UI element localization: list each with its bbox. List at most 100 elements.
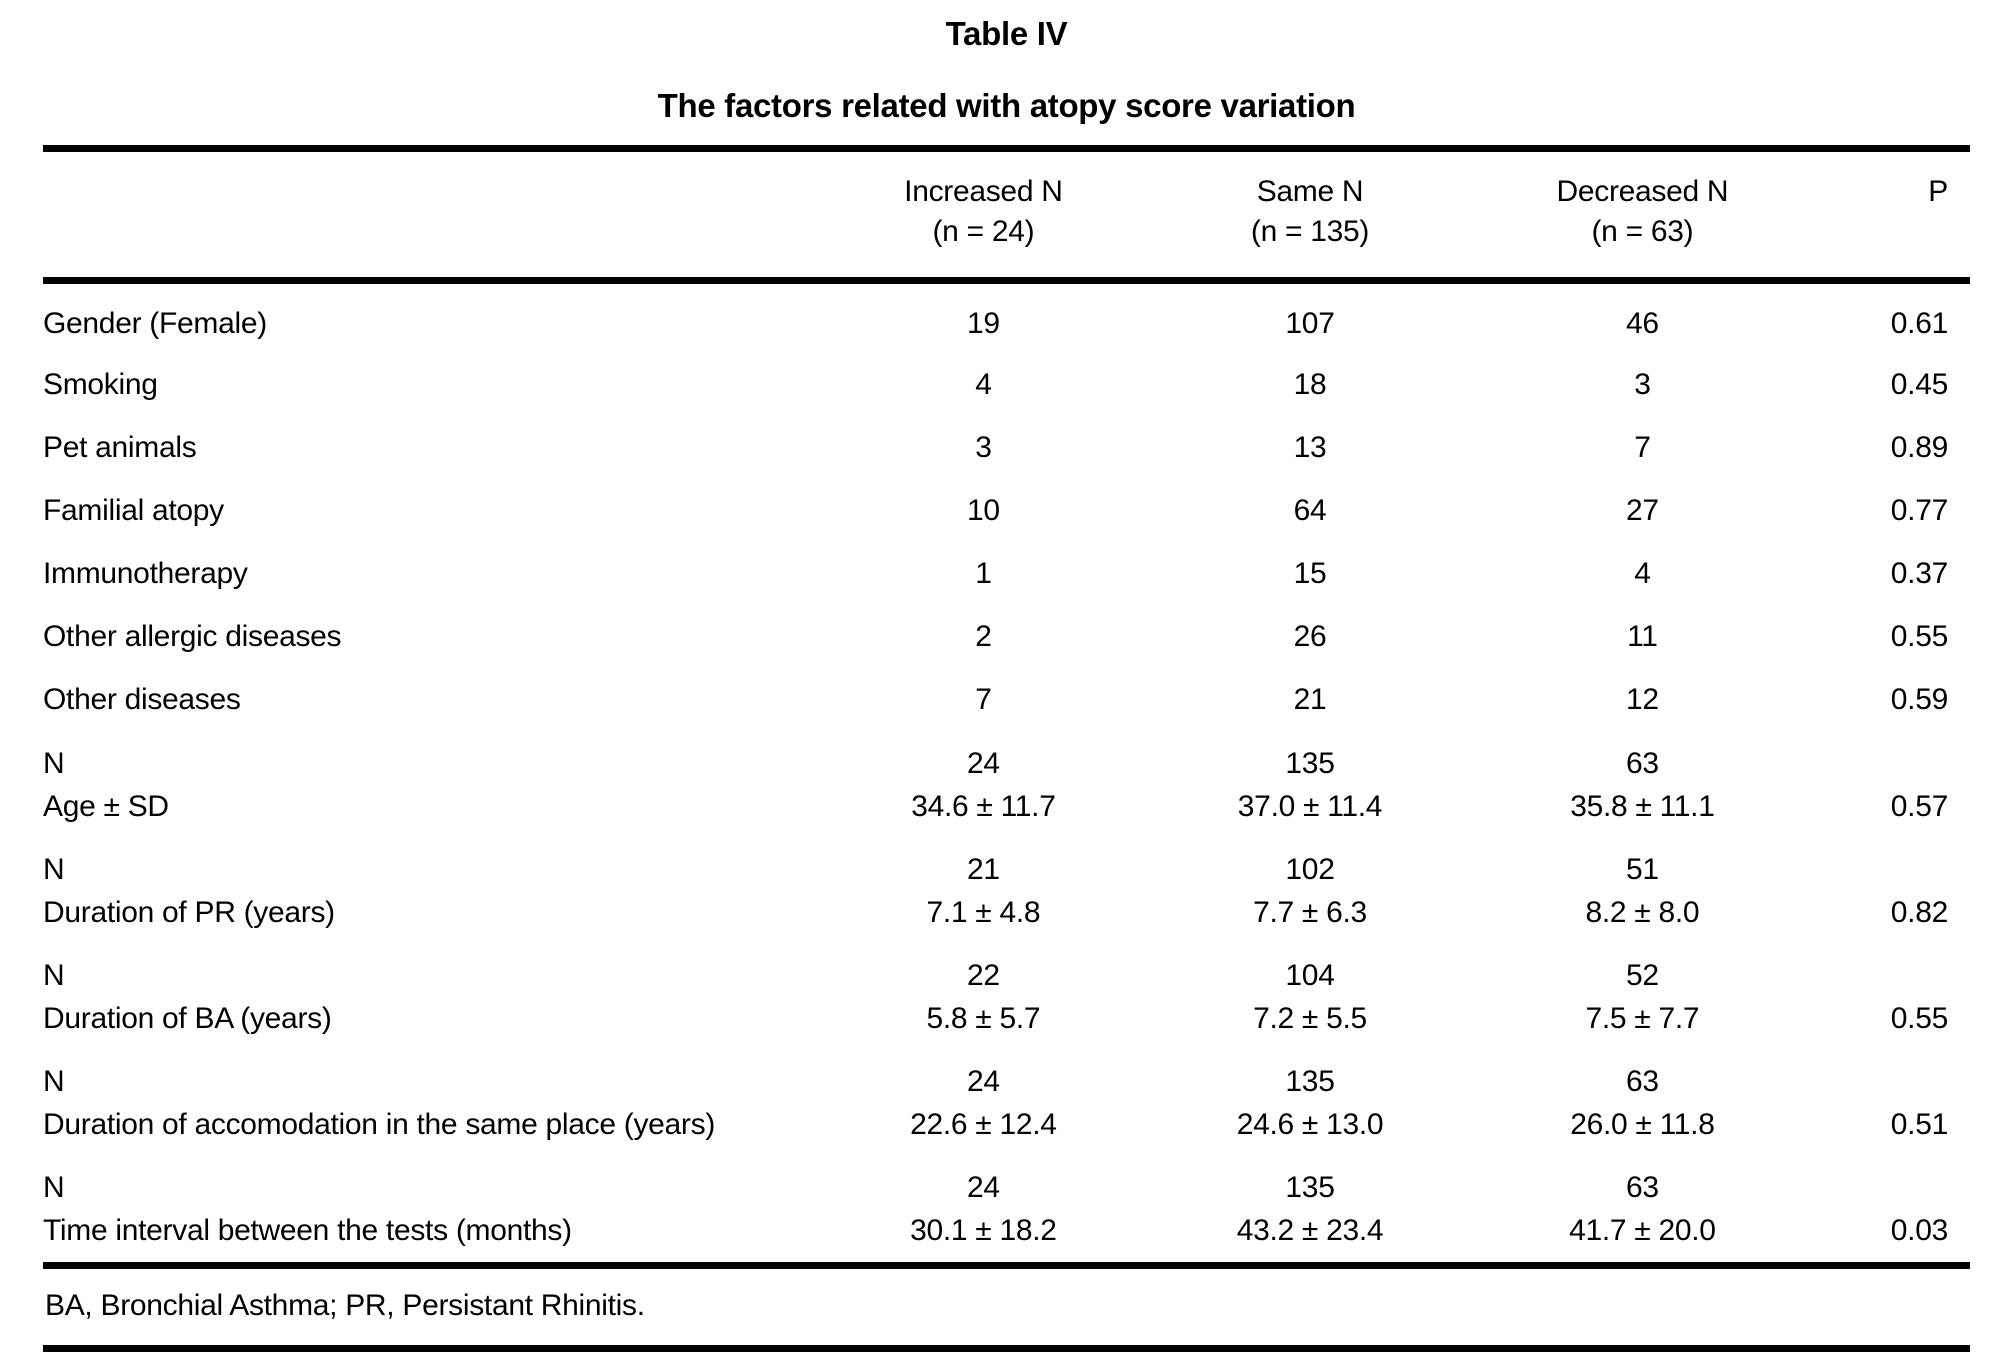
cell-line: 43.2 ± 23.4 (1236, 1213, 1384, 1247)
decreased-cell: 63 41.7 ± 20.0 (1473, 1156, 1812, 1262)
cell-line: 135 (1285, 1170, 1335, 1204)
decreased-cell: 51 8.2 ± 8.0 (1473, 838, 1812, 944)
cell-line: 24.6 ± 13.0 (1236, 1107, 1384, 1141)
cell-line: 0.57 (1890, 789, 1949, 823)
row-label-cell: N Time interval between the tests (months… (43, 1156, 820, 1262)
row-label-cell: Familial atopy (43, 494, 224, 527)
cell-line: N (43, 852, 65, 886)
row-label-cell: Gender (Female) (43, 306, 267, 340)
decreased-cell: 12 (1626, 683, 1659, 716)
row-label-cell: Other allergic diseases (43, 620, 342, 653)
table-row: Other allergic diseases 2 26 11 0.55 (43, 606, 1970, 669)
table-row: Immunotherapy 1 15 4 0.37 (43, 543, 1970, 606)
same-cell: 13 (1293, 431, 1327, 464)
cell-line: 7.1 ± 4.8 (926, 895, 1041, 929)
header-line: (n = 63) (1591, 215, 1694, 248)
cell-line: 24 (966, 746, 1000, 780)
cell-line: 0.55 (1890, 1001, 1949, 1035)
cell-line: 7.2 ± 5.5 (1253, 1001, 1367, 1035)
cell-line: N (43, 746, 65, 780)
cell-line: 22 (966, 958, 1000, 992)
decreased-cell: 7 (1634, 431, 1651, 464)
header-line: Same N (1256, 175, 1364, 208)
table-row: Familial atopy 10 64 27 0.77 (43, 480, 1970, 543)
cell-line: 0.51 (1890, 1107, 1949, 1141)
row-label-cell: Smoking (43, 368, 158, 401)
cell-line: 8.2 ± 8.0 (1585, 895, 1700, 929)
cell-line (1812, 742, 1948, 785)
same-cell: 21 (1293, 683, 1327, 716)
decreased-cell: 3 (1634, 368, 1651, 401)
decreased-cell: 52 7.5 ± 7.7 (1473, 944, 1812, 1050)
cell-line (1812, 1166, 1948, 1209)
increased-cell: 24 22.6 ± 12.4 (820, 1050, 1148, 1156)
table-row: N Age ± SD 24 34.6 ± 11.7 135 37.0 ± 11.4 63 35… (43, 732, 1970, 838)
header-col-decreased: Decreased N (n = 63) (1472, 148, 1812, 284)
cell-line: 34.6 ± 11.7 (911, 789, 1056, 823)
cell-line: 102 (1285, 852, 1335, 886)
cell-line: 63 (1626, 1064, 1659, 1098)
decreased-cell: 27 (1626, 494, 1659, 527)
p-value-cell: 0.82 (1812, 838, 1970, 944)
cell-line: 0.03 (1890, 1213, 1949, 1247)
increased-cell: 22 5.8 ± 5.7 (820, 944, 1148, 1050)
p-value-cell: 0.59 (1890, 683, 1949, 716)
cell-line: 63 (1626, 1170, 1659, 1204)
cell-line: 22.6 ± 12.4 (910, 1107, 1057, 1141)
cell-line: Duration of accomodation in the same pla… (43, 1107, 716, 1141)
p-value-cell: 0.55 (1890, 620, 1949, 653)
cell-line: 0.82 (1890, 895, 1949, 929)
increased-cell: 4 (975, 368, 992, 401)
same-cell: 104 7.2 ± 5.5 (1147, 944, 1473, 1050)
header-line: P (1928, 175, 1948, 208)
cell-line: N (43, 1064, 65, 1098)
cell-line: 24 (966, 1170, 1000, 1204)
table-number-title: Table IV (945, 15, 1068, 52)
p-value-cell: 0.61 (1890, 306, 1949, 340)
cell-line: 51 (1626, 852, 1659, 886)
increased-cell: 24 34.6 ± 11.7 (820, 732, 1148, 838)
increased-cell: 3 (975, 431, 992, 464)
row-label-cell: N Duration of BA (years) (43, 944, 820, 1050)
header-line: Decreased N (1556, 175, 1729, 208)
cell-line: 5.8 ± 5.7 (926, 1001, 1041, 1035)
cell-line: N (43, 1170, 65, 1204)
same-cell: 64 (1293, 494, 1327, 527)
table-row: Smoking 4 18 3 0.45 (43, 354, 1970, 417)
header-line: (n = 24) (932, 215, 1035, 248)
table-row: N Duration of BA (years) 22 5.8 ± 5.7 104 7.2… (43, 944, 1970, 1050)
p-value-cell: 0.37 (1890, 557, 1949, 590)
increased-cell: 21 7.1 ± 4.8 (820, 838, 1148, 944)
cell-line: 26.0 ± 11.8 (1570, 1107, 1715, 1141)
p-value-cell: 0.45 (1890, 368, 1949, 401)
cell-line (1812, 1060, 1948, 1103)
cell-line: 7.7 ± 6.3 (1253, 895, 1367, 929)
header-col-increased: Increased N (n = 24) (819, 148, 1148, 284)
decreased-cell: 63 26.0 ± 11.8 (1473, 1050, 1812, 1156)
header-line: (n = 135) (1250, 215, 1370, 248)
header-line: Increased N (904, 175, 1063, 208)
decreased-cell: 63 35.8 ± 11.1 (1473, 732, 1812, 838)
p-value-cell: 0.51 (1812, 1050, 1970, 1156)
cell-line: Age ± SD (43, 789, 169, 823)
increased-cell: 10 (966, 494, 1000, 527)
same-cell: 107 (1285, 306, 1335, 340)
cell-line: 21 (966, 852, 1000, 886)
table-row: Other diseases 7 21 12 0.59 (43, 669, 1970, 732)
table-caption: The factors related with atopy score var… (657, 87, 1356, 124)
row-label-cell: N Duration of accomodation in the same pl… (43, 1050, 820, 1156)
cell-line: 52 (1626, 958, 1659, 992)
row-label-cell: Other diseases (43, 683, 241, 716)
p-value-cell: 0.57 (1812, 732, 1970, 838)
factors-table: Increased N (n = 24) Same N (n = 135) De… (43, 145, 1970, 1262)
cell-line: 24 (966, 1064, 1000, 1098)
cell-line: 104 (1285, 958, 1335, 992)
cell-line: 30.1 ± 18.2 (910, 1213, 1057, 1247)
row-label-cell: N Age ± SD (43, 732, 820, 838)
increased-cell: 19 (966, 306, 1000, 340)
table-row: N Duration of PR (years) 21 7.1 ± 4.8 102 7.7… (43, 838, 1970, 944)
same-cell: 26 (1293, 620, 1327, 653)
same-cell: 18 (1293, 368, 1327, 401)
table-row: N Time interval between the tests (months… (43, 1156, 1970, 1262)
